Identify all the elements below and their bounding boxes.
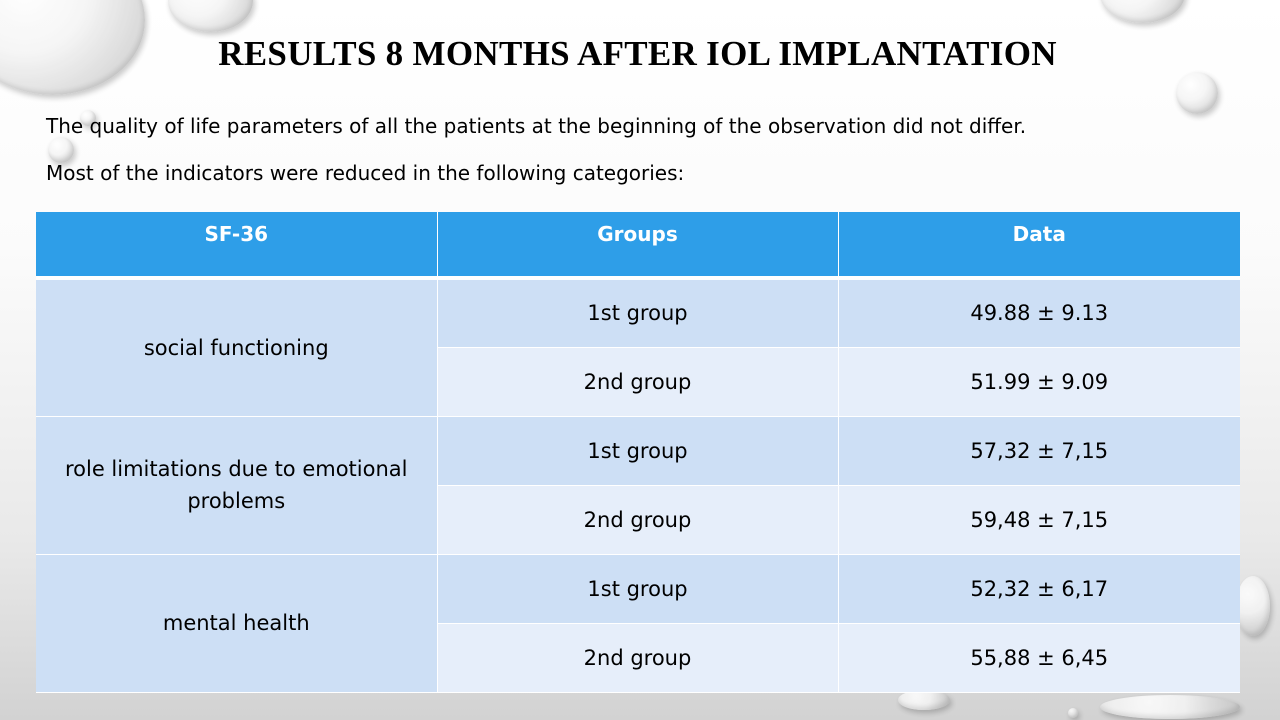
group-cell: 1st group: [437, 554, 839, 624]
categories-intro: Most of the indicators were reduced in t…: [46, 161, 685, 185]
water-drop-decoration: [1100, 695, 1240, 719]
water-drop-decoration: [1176, 72, 1218, 114]
table-row: mental health 1st group 52,32 ± 6,17: [36, 554, 1240, 693]
water-drop-decoration: [80, 110, 96, 126]
water-drop-decoration: [48, 137, 74, 163]
water-drop-decoration: [1068, 708, 1078, 718]
header-groups: Groups: [437, 212, 839, 280]
data-cell: 59,48 ± 7,15: [838, 485, 1240, 555]
table-row: 2nd group 55,88 ± 6,45: [36, 623, 1240, 693]
category-cell: role limitations due to emotional proble…: [36, 416, 438, 555]
intro-paragraph: The quality of life parameters of all th…: [46, 114, 1027, 138]
water-drop-decoration: [1100, 0, 1185, 23]
data-cell: 51.99 ± 9.09: [838, 347, 1240, 417]
header-sf36: SF-36: [36, 212, 438, 280]
data-cell: 57,32 ± 7,15: [838, 416, 1240, 486]
water-drop-decoration: [898, 690, 950, 710]
data-cell: 55,88 ± 6,45: [838, 623, 1240, 693]
group-cell: 2nd group: [437, 623, 839, 693]
data-cell: 49.88 ± 9.13: [838, 278, 1240, 348]
table-header-row: SF-36 Groups Data: [36, 212, 1240, 280]
slide-title: RESULTS 8 MONTHS AFTER IOL IMPLANTATION: [218, 34, 1057, 73]
group-cell: 2nd group: [437, 485, 839, 555]
table-row: social functioning 1st group 49.88 ± 9.1…: [36, 278, 1240, 417]
group-cell: 1st group: [437, 278, 839, 348]
group-cell: 2nd group: [437, 347, 839, 417]
data-cell: 52,32 ± 6,17: [838, 554, 1240, 624]
header-data: Data: [838, 212, 1240, 280]
table-row: role limitations due to emotional proble…: [36, 416, 1240, 555]
group-cell: 1st group: [437, 416, 839, 486]
results-table: SF-36 Groups Data social functioning 1st…: [36, 212, 1240, 693]
water-drop-decoration: [168, 0, 253, 32]
table-row: 2nd group 59,48 ± 7,15: [36, 485, 1240, 555]
category-cell: social functioning: [36, 278, 438, 417]
table-row: 2nd group 51.99 ± 9.09: [36, 347, 1240, 417]
category-cell: mental health: [36, 554, 438, 693]
water-drop-decoration: [1236, 576, 1270, 636]
